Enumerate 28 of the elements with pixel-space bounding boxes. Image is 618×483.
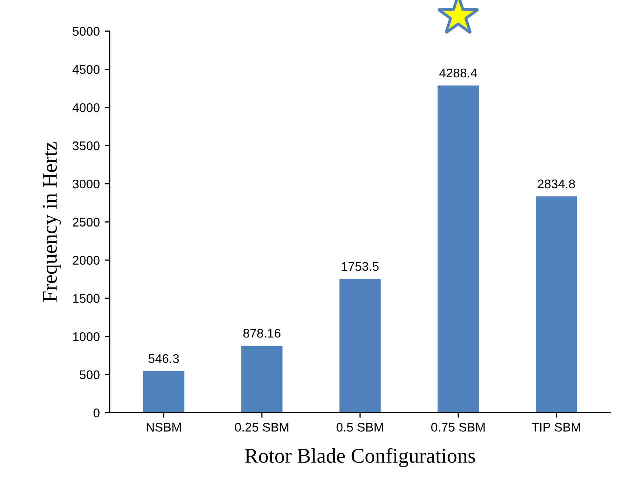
data-label: 546.3 — [148, 354, 180, 364]
y-tick-label: 0 — [94, 408, 100, 418]
y-tick-label: 500 — [80, 370, 100, 380]
y-tick-label: 1000 — [73, 332, 100, 342]
x-tick-label: 0.25 SBM — [235, 423, 289, 432]
bar — [340, 279, 381, 413]
y-tick-label: 2000 — [73, 256, 100, 265]
x-tick-label: 0.75 SBM — [431, 423, 485, 432]
y-tick-label: 2500 — [73, 218, 100, 227]
bar — [536, 196, 578, 413]
bar — [438, 86, 480, 413]
bar — [242, 346, 283, 413]
bar — [143, 371, 185, 413]
y-tick-label: 3500 — [72, 142, 100, 151]
data-label: 4288.4 — [440, 68, 478, 78]
data-label: 878.16 — [244, 329, 281, 338]
y-tick-label: 4500 — [72, 65, 100, 74]
x-tick-label: NSBM — [146, 423, 182, 432]
y-tick-label: 5000 — [72, 27, 100, 36]
x-tick-label: TIP SBM — [532, 423, 580, 432]
data-label: 2834.8 — [538, 180, 576, 189]
y-tick-label: 3000 — [72, 180, 100, 189]
y-tick-label: 1500 — [73, 294, 100, 304]
y-tick-label: 4000 — [72, 104, 100, 112]
x-tick-label: 0.5 SBM — [336, 423, 384, 432]
x-axis-title: Rotor Blade Configurations — [245, 448, 476, 468]
y-axis-title: Frequency in Hertz — [43, 142, 62, 302]
data-label: 1753.5 — [342, 262, 379, 272]
